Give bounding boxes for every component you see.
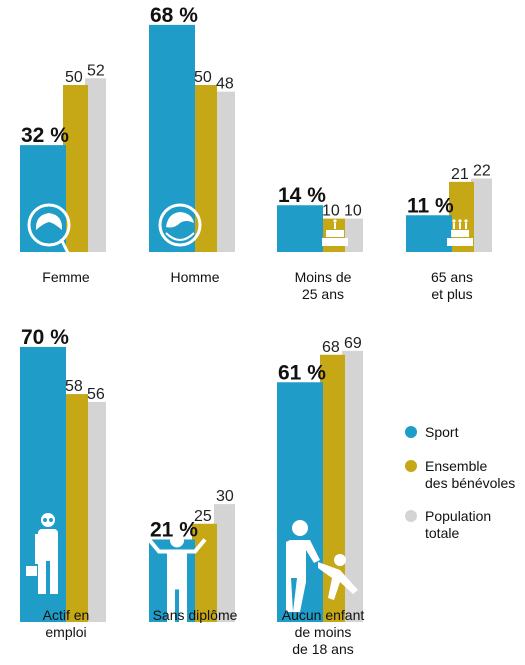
value-label: 56 — [87, 386, 105, 403]
category-label: Aucun enfant de moins de 18 ans — [282, 607, 365, 657]
value-label: 10 — [322, 203, 340, 220]
value-label: 11 % — [407, 194, 454, 217]
value-label: 32 % — [21, 124, 69, 147]
value-label: 52 — [87, 62, 105, 79]
category-label: Femme — [42, 269, 90, 285]
value-label: 61 % — [278, 361, 326, 384]
bar-population — [214, 91, 235, 253]
value-label: 68 % — [150, 4, 198, 27]
bar-sport — [20, 145, 66, 252]
bar-group: 70 % 58 56 Actif en emploi — [20, 326, 106, 640]
value-label: 50 — [194, 69, 212, 86]
legend-label: Sport — [425, 424, 459, 440]
value-label: 70 % — [21, 326, 69, 349]
value-label: 22 — [473, 163, 491, 180]
value-label: 30 — [216, 488, 234, 505]
value-label: 58 — [65, 378, 83, 395]
legend-label: Ensemble des bénévoles — [425, 458, 515, 491]
bar-group: 11 % 21 22 65 ans et plus — [406, 163, 492, 302]
male-head-icon — [158, 203, 202, 247]
value-label: 69 — [344, 335, 362, 352]
category-label: 65 ans et plus — [431, 269, 473, 302]
bar-population — [85, 401, 106, 622]
value-label: 25 — [194, 508, 212, 525]
value-label: 10 — [344, 203, 362, 220]
category-label: Homme — [170, 269, 219, 285]
bar-population — [214, 504, 235, 622]
category-label: Sans diplôme — [153, 607, 238, 623]
adult-with-child-icon — [286, 520, 358, 612]
bar-population — [342, 350, 363, 622]
female-head-icon — [27, 203, 71, 256]
legend-item: Ensemble des bénévoles — [405, 458, 515, 491]
bar-ensemble — [192, 85, 217, 252]
bar-group: 61 % 68 69 Aucun enfant de moins de 18 ans — [277, 335, 364, 657]
bar-population — [471, 178, 492, 252]
value-label: 14 % — [278, 184, 326, 207]
value-label: 50 — [65, 69, 83, 86]
bar-group: 32 % 50 52 Femme — [20, 62, 106, 285]
bar-population — [85, 78, 106, 252]
legend-item: Sport — [405, 424, 459, 440]
birthday-cake-many-candles-icon — [447, 219, 473, 246]
legend-label: Population totale — [425, 508, 491, 541]
legend-swatch — [405, 460, 417, 472]
value-label: 48 — [216, 76, 234, 93]
legend-swatch — [405, 426, 417, 438]
bar-ensemble — [63, 394, 88, 622]
bar-sport — [406, 215, 452, 252]
category-label: Moins de 25 ans — [295, 269, 352, 302]
bar-sport — [277, 205, 323, 252]
person-shrugging-icon — [147, 533, 207, 628]
legend-swatch — [405, 510, 417, 522]
birthday-cake-icon — [322, 219, 348, 246]
bar-population — [342, 218, 363, 252]
worker-with-briefcase-icon — [26, 513, 58, 594]
value-label: 21 — [451, 166, 469, 183]
bar-ensemble — [63, 85, 88, 252]
legend-item: Population totale — [405, 508, 491, 541]
bar-group: 68 % 50 48 Homme — [149, 4, 235, 285]
value-label: 21 % — [150, 518, 198, 541]
category-label: Actif en emploi — [43, 607, 90, 640]
value-label: 68 — [322, 339, 340, 356]
